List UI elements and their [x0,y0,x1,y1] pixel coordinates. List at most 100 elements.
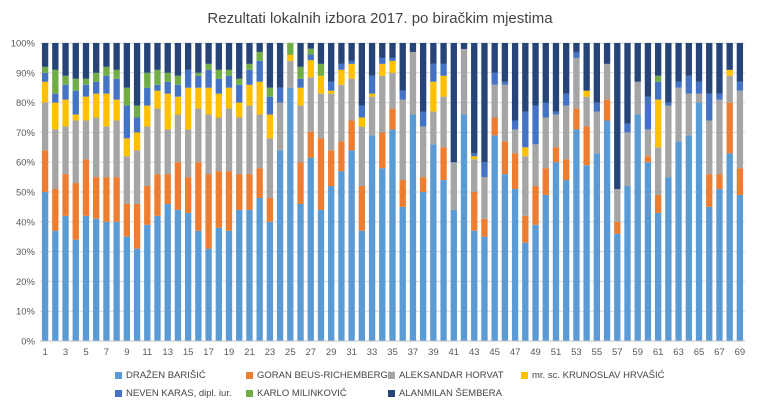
y-tick-label: 0% [21,337,35,348]
bar-segment [430,43,437,64]
bar-segment [52,230,59,341]
bar-segment [338,69,345,85]
bar-segment [481,177,488,219]
bar-segment [113,78,120,100]
bar-segment [154,69,161,85]
bar-segment [654,194,662,213]
bar-segment [685,135,692,341]
bar-segment [511,189,519,341]
bar-segment [409,51,417,115]
x-tick-label: 23 [265,347,276,358]
bar-segment [440,63,447,76]
bar-segment [573,51,580,58]
bar-segment [205,174,212,249]
bar-segment [164,174,171,204]
bar-segment [297,162,304,204]
x-tick-label: 29 [326,347,337,358]
bar-segment [82,43,90,79]
x-tick-label: 47 [510,347,521,358]
bar-segment [72,43,79,79]
bar-segment [154,84,161,91]
bar-segment [389,108,396,130]
bar-segment [573,43,580,52]
x-tick-label: 49 [530,347,541,358]
bar-segment [419,177,427,192]
bar-segment [460,43,468,49]
bar-segment [246,43,253,64]
bar-segment [52,93,59,103]
bar-segment [419,43,427,112]
legend-label: NEVEN KARAS, dipl. iur. [126,388,232,399]
bar-segment [624,186,631,341]
bar-segment [236,78,243,85]
bar-segment [93,218,100,341]
bar-segment [307,48,314,55]
x-tick-label: 55 [592,347,603,358]
bar-segment [573,129,580,341]
x-tick-label: 69 [735,347,746,358]
bar-segment [164,129,171,175]
bar-segment [144,224,151,341]
bar-segment [501,81,509,85]
legend-label: ALANMILAN ŠEMBERA [399,388,502,399]
bar-segment [317,63,325,76]
bar-segment [72,239,79,341]
bar-segment [654,99,662,148]
bar-segment [675,141,682,341]
bar-segment [563,93,570,106]
bar-segment [348,150,355,341]
bar-segment [706,206,713,341]
bar-segment [328,81,335,91]
bar-segment [307,54,314,61]
bar-segment [716,93,723,100]
bar-segment [358,105,366,118]
bar-segment [706,174,713,207]
bar-segment [154,108,161,175]
bar-segment [174,43,182,76]
bar-segment [654,212,662,341]
bar-segment [726,75,733,103]
bar-segment [654,147,662,195]
bar-segment [215,69,222,79]
bar-segment [184,87,192,130]
legend-swatch [246,372,253,379]
bar-segment [389,43,396,58]
bar-segment [716,43,723,94]
bar-segment [52,189,59,231]
bar-segment [164,93,171,130]
bar-segment [133,43,141,106]
bar-segment [665,43,672,103]
bar-segment [205,248,212,341]
x-tick-label: 67 [714,347,725,358]
bar-segment [501,141,509,175]
bar-segment [481,43,488,163]
bar-segment [471,230,478,341]
bar-segment [174,114,182,163]
bar-segment [695,81,703,94]
legend-label: mr. sc. KRUNOSLAV HRVAŠIĆ [532,370,665,381]
bar-segment [72,120,79,184]
bar-segment [113,99,120,121]
bar-segment [72,114,79,121]
bar-segment [532,186,539,225]
bar-segment [266,138,274,198]
y-tick-label: 20% [16,277,36,288]
legend-item: DRAŽEN BARIŠIĆ [115,370,206,381]
bar-segment [491,72,498,85]
bar-segment [511,129,519,154]
y-tick-label: 50% [16,188,36,199]
bar-segment [348,120,355,151]
bar-segment [522,156,529,216]
bar-segment [246,84,253,106]
bar-segment [471,156,478,160]
bar-segment [103,75,110,94]
bar-segment [399,43,406,91]
bar-segment [307,43,314,49]
y-tick-label: 10% [16,307,36,318]
bar-segment [52,43,59,70]
bar-segment [225,87,233,109]
bar-segment [62,75,69,85]
bar-segment [62,215,69,341]
bar-segment [215,78,222,94]
